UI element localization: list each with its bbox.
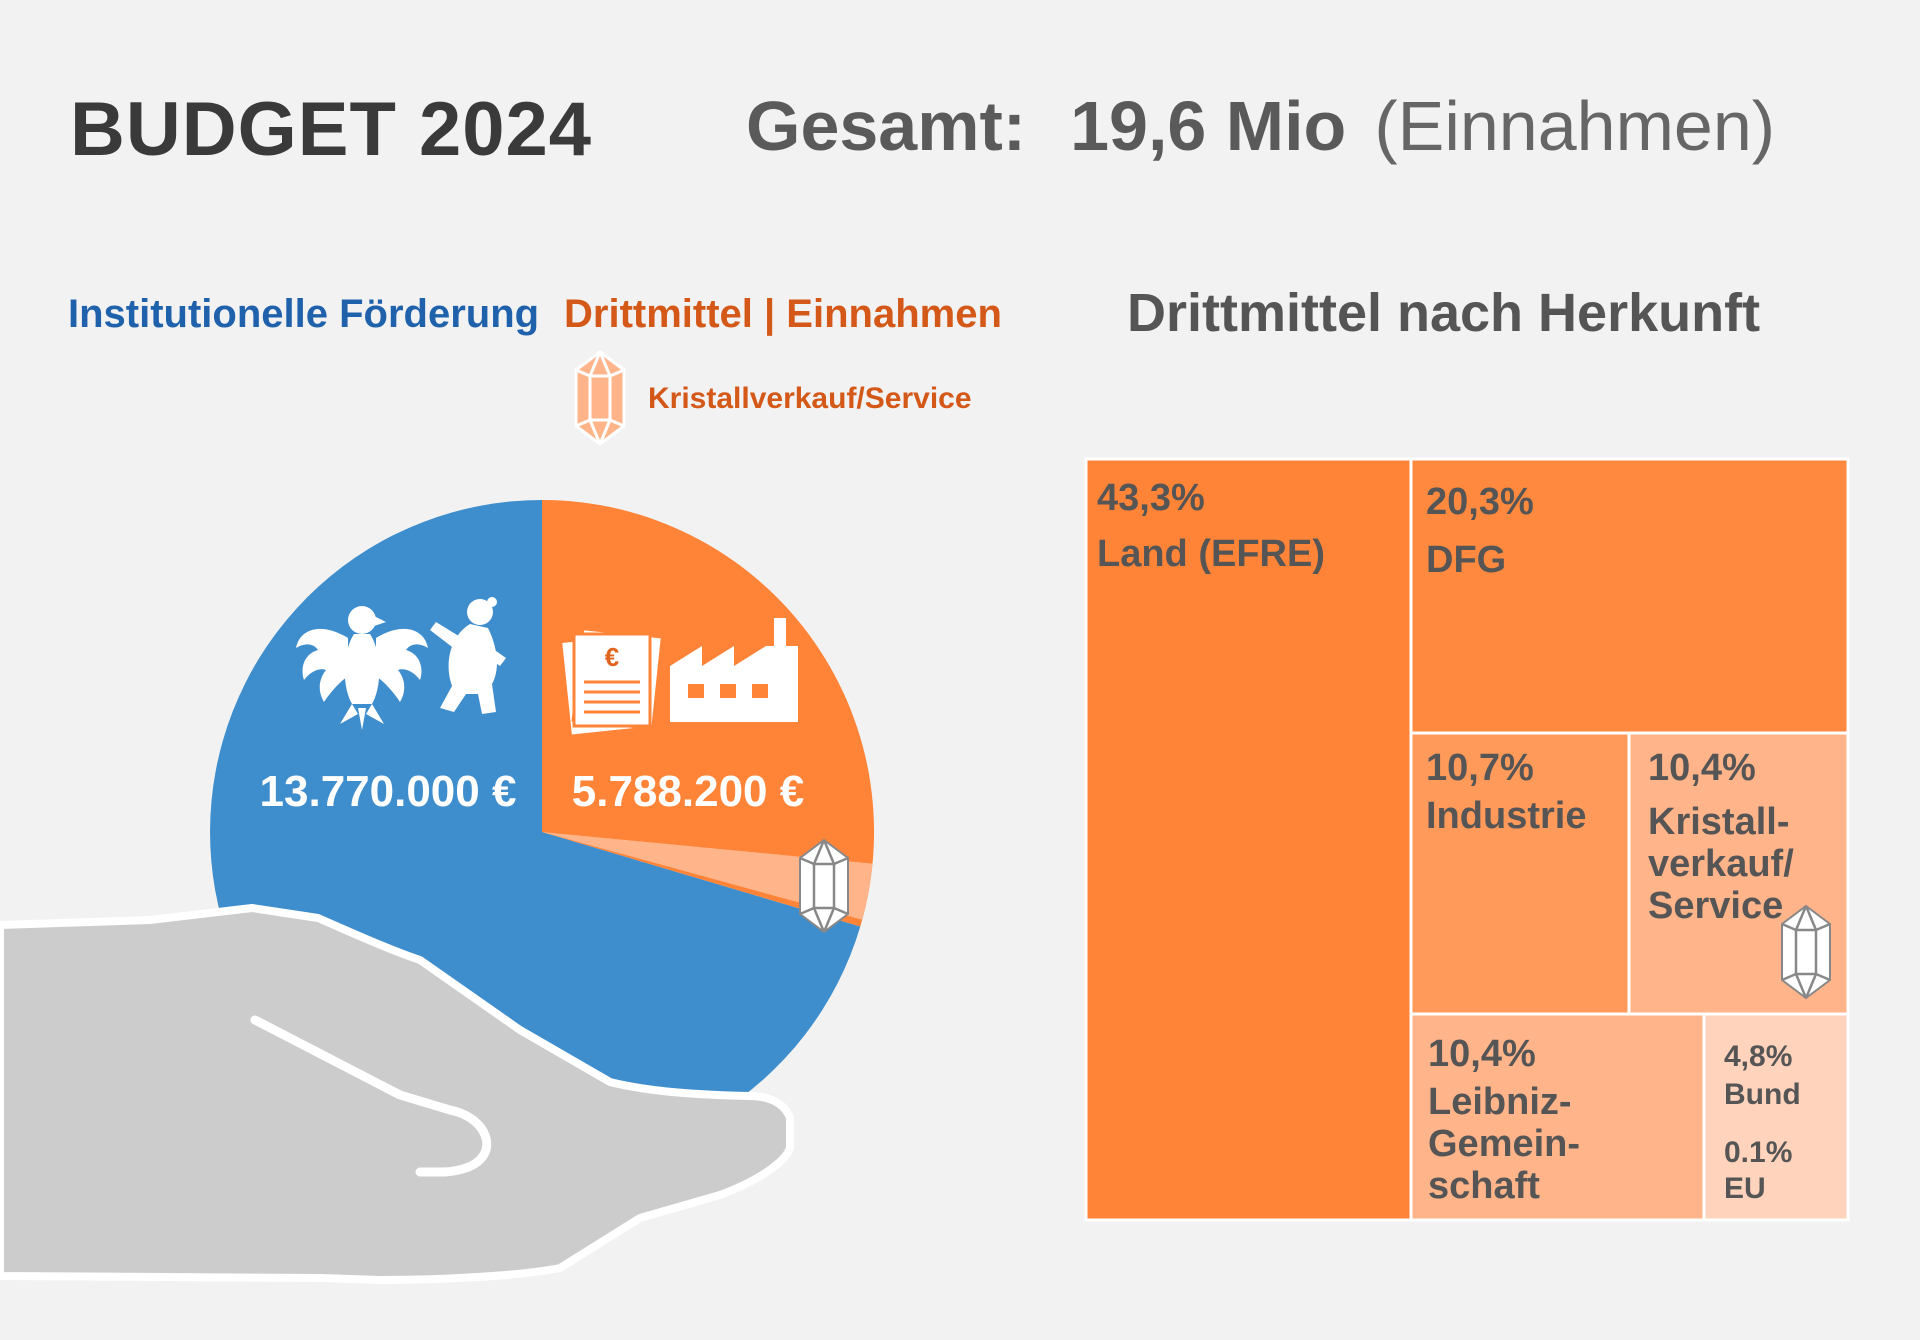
tile-industrie-label: Industrie (1426, 795, 1586, 837)
tile-land-efre-label: Land (EFRE) (1097, 533, 1325, 575)
pie-slice-crystal-sales (542, 832, 873, 920)
tile-industrie-pct: 10,7% (1426, 747, 1534, 789)
total-note: (Einnahmen) (1374, 87, 1776, 165)
total-label: Gesamt: (746, 87, 1027, 165)
svg-text:€: € (605, 642, 619, 672)
tile-leibniz-line1: Leibniz- (1428, 1081, 1572, 1123)
page-title: BUDGET 2024 (70, 87, 593, 172)
legend-crystal-icon (574, 350, 626, 446)
legend-third-party: Drittmittel | Einnahmen (564, 292, 1002, 336)
tile-dfg (1409, 457, 1850, 735)
federal-eagle-icon (296, 606, 428, 730)
tile-kristallverkauf-line3: Service (1648, 885, 1783, 927)
tile-bund-pct: 4,8% (1724, 1040, 1792, 1073)
tile-dfg-pct: 20,3% (1426, 481, 1534, 523)
tile-dfg-label: DFG (1426, 539, 1506, 581)
hand-illustration (0, 904, 794, 1284)
pie-value-institutional: 13.770.000 € (260, 767, 517, 816)
tile-leibniz (1409, 1012, 1706, 1222)
pie-value-third-party: 5.788.200 € (572, 767, 804, 816)
tile-kristallverkauf-pct: 10,4% (1648, 747, 1756, 789)
euro-documents-icon: € (562, 627, 664, 735)
tile-land-efre-pct: 43,3% (1097, 477, 1205, 519)
tile-leibniz-line2: Gemein- (1428, 1123, 1580, 1165)
factory-icon (670, 618, 798, 722)
tile-bund-label: Bund (1724, 1078, 1801, 1111)
tile-eu-label: EU (1724, 1172, 1766, 1205)
legend-crystal-sales: Kristallverkauf/Service (648, 382, 972, 415)
total-value: 19,6 Mio (1070, 87, 1347, 165)
tile-crystal-icon (1781, 904, 1831, 1000)
tile-kristallverkauf-line2: verkauf/ (1648, 843, 1794, 885)
berlin-bear-icon (430, 597, 506, 714)
tile-leibniz-pct: 10,4% (1428, 1033, 1536, 1075)
tile-leibniz-line3: schaft (1428, 1165, 1540, 1207)
treemap-title: Drittmittel nach Herkunft (1127, 283, 1761, 343)
tile-kristallverkauf-line1: Kristall- (1648, 801, 1789, 843)
treemap: 43,3% Land (EFRE) 20,3% DFG 10,7% Indust… (1084, 457, 1850, 1222)
tile-industrie (1409, 731, 1631, 1016)
tile-bund-eu (1702, 1012, 1850, 1222)
tile-eu-pct: 0.1% (1724, 1136, 1792, 1169)
pie-crystal-icon (799, 838, 849, 934)
total-summary: Gesamt: 19,6 Mio (Einnahmen) (746, 86, 1775, 166)
tile-land-efre (1084, 457, 1413, 1222)
legend-institutional: Institutionelle Förderung (68, 292, 540, 336)
